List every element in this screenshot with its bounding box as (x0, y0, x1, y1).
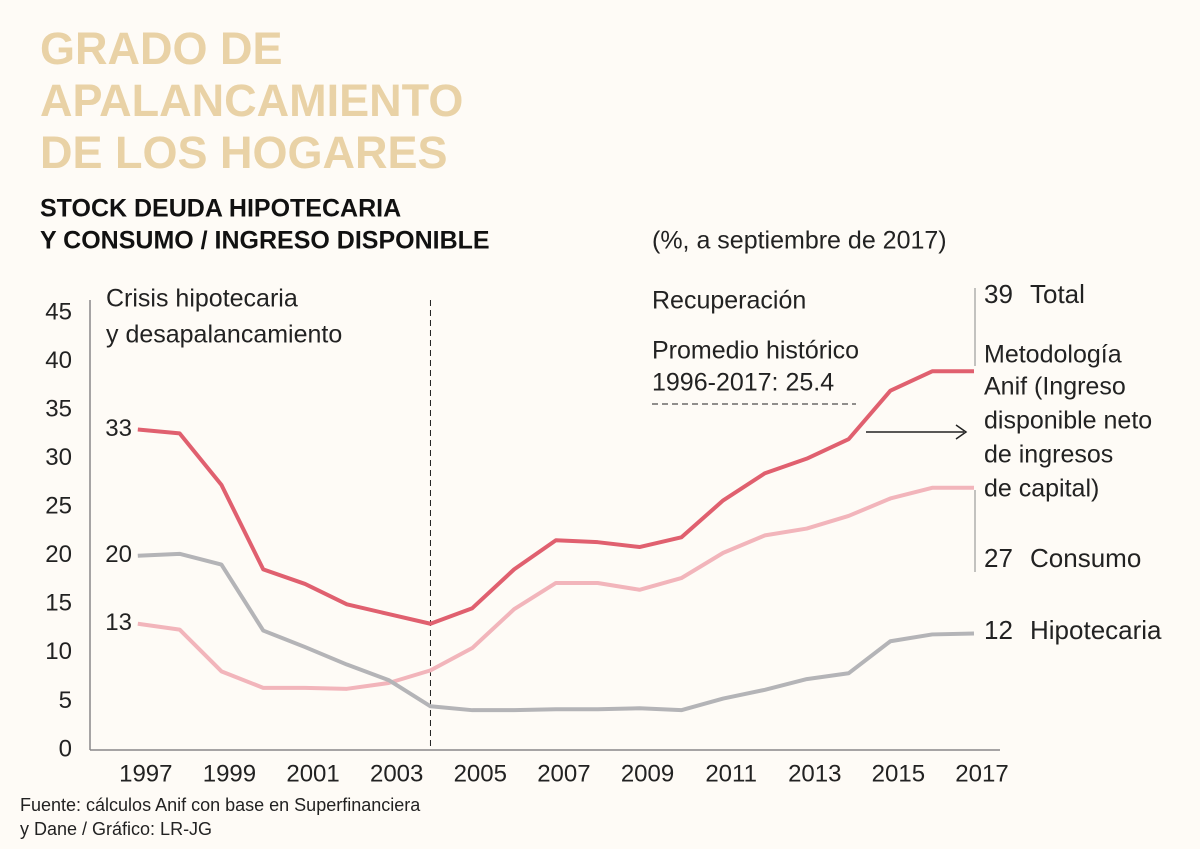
legend-label: Consumo (1030, 543, 1141, 573)
annotation: Anif (Ingreso (984, 373, 1126, 401)
annotation: Promedio histórico (652, 337, 859, 365)
legend-label: Total (1030, 279, 1085, 309)
x-tick-label: 2013 (788, 760, 841, 787)
annotation: Crisis hipotecaria (106, 285, 298, 313)
x-tick-label: 1999 (203, 760, 256, 787)
x-tick-label: 2009 (621, 760, 674, 787)
y-tick-label: 10 (45, 638, 72, 665)
annotation: 1996-2017: 25.4 (652, 369, 834, 397)
annotation: Metodología (984, 341, 1122, 369)
y-tick-label: 0 (59, 735, 72, 762)
data-label: 20 (105, 541, 132, 568)
series-line (137, 369, 974, 626)
title-line: DE LOS HOGARES (40, 127, 448, 178)
data-label: 13 (105, 609, 132, 636)
x-tick-label: 2015 (872, 760, 925, 787)
annotation: de ingresos (984, 441, 1113, 469)
data-label: 39 (984, 279, 1013, 309)
x-tick-label: 2007 (537, 760, 590, 787)
series-line (137, 551, 975, 713)
y-tick-label: 20 (45, 541, 72, 568)
subtitle-line: Y CONSUMO / INGRESO DISPONIBLE (40, 227, 490, 255)
units: (%, a septiembre de 2017) (652, 227, 947, 255)
annotation: de capital) (984, 475, 1099, 503)
y-tick-label: 35 (45, 395, 72, 422)
legend-label: Hipotecaria (1030, 615, 1162, 645)
y-tick-label: 5 (59, 687, 72, 714)
x-tick-label: 2011 (705, 760, 757, 787)
x-tick-label: 1997 (119, 760, 172, 787)
data-label: 33 (105, 415, 132, 442)
series-line (137, 485, 974, 691)
subtitle-line: STOCK DEUDA HIPOTECARIA (40, 195, 401, 223)
arrow-head (955, 424, 968, 440)
title-line: APALANCAMIENTO (40, 75, 463, 126)
title-line: GRADO DE (40, 23, 283, 74)
annotation: disponible neto (984, 407, 1152, 435)
x-tick-label: 2003 (370, 760, 423, 787)
x-tick-label: 2005 (454, 760, 507, 787)
y-tick-label: 30 (45, 444, 72, 471)
y-tick-label: 45 (45, 298, 72, 325)
y-tick-label: 15 (45, 590, 72, 617)
source: y Dane / Gráfico: LR-JG (20, 819, 212, 839)
y-tick-label: 25 (45, 493, 72, 520)
data-label: 12 (984, 615, 1013, 645)
y-tick-label: 40 (45, 347, 72, 374)
source: Fuente: cálculos Anif con base en Superf… (20, 795, 421, 815)
data-label: 27 (984, 543, 1013, 573)
x-tick-label: 2017 (955, 760, 1008, 787)
annotation: Recuperación (652, 287, 806, 315)
annotation: y desapalancamiento (106, 321, 342, 349)
x-tick-label: 2001 (286, 760, 339, 787)
